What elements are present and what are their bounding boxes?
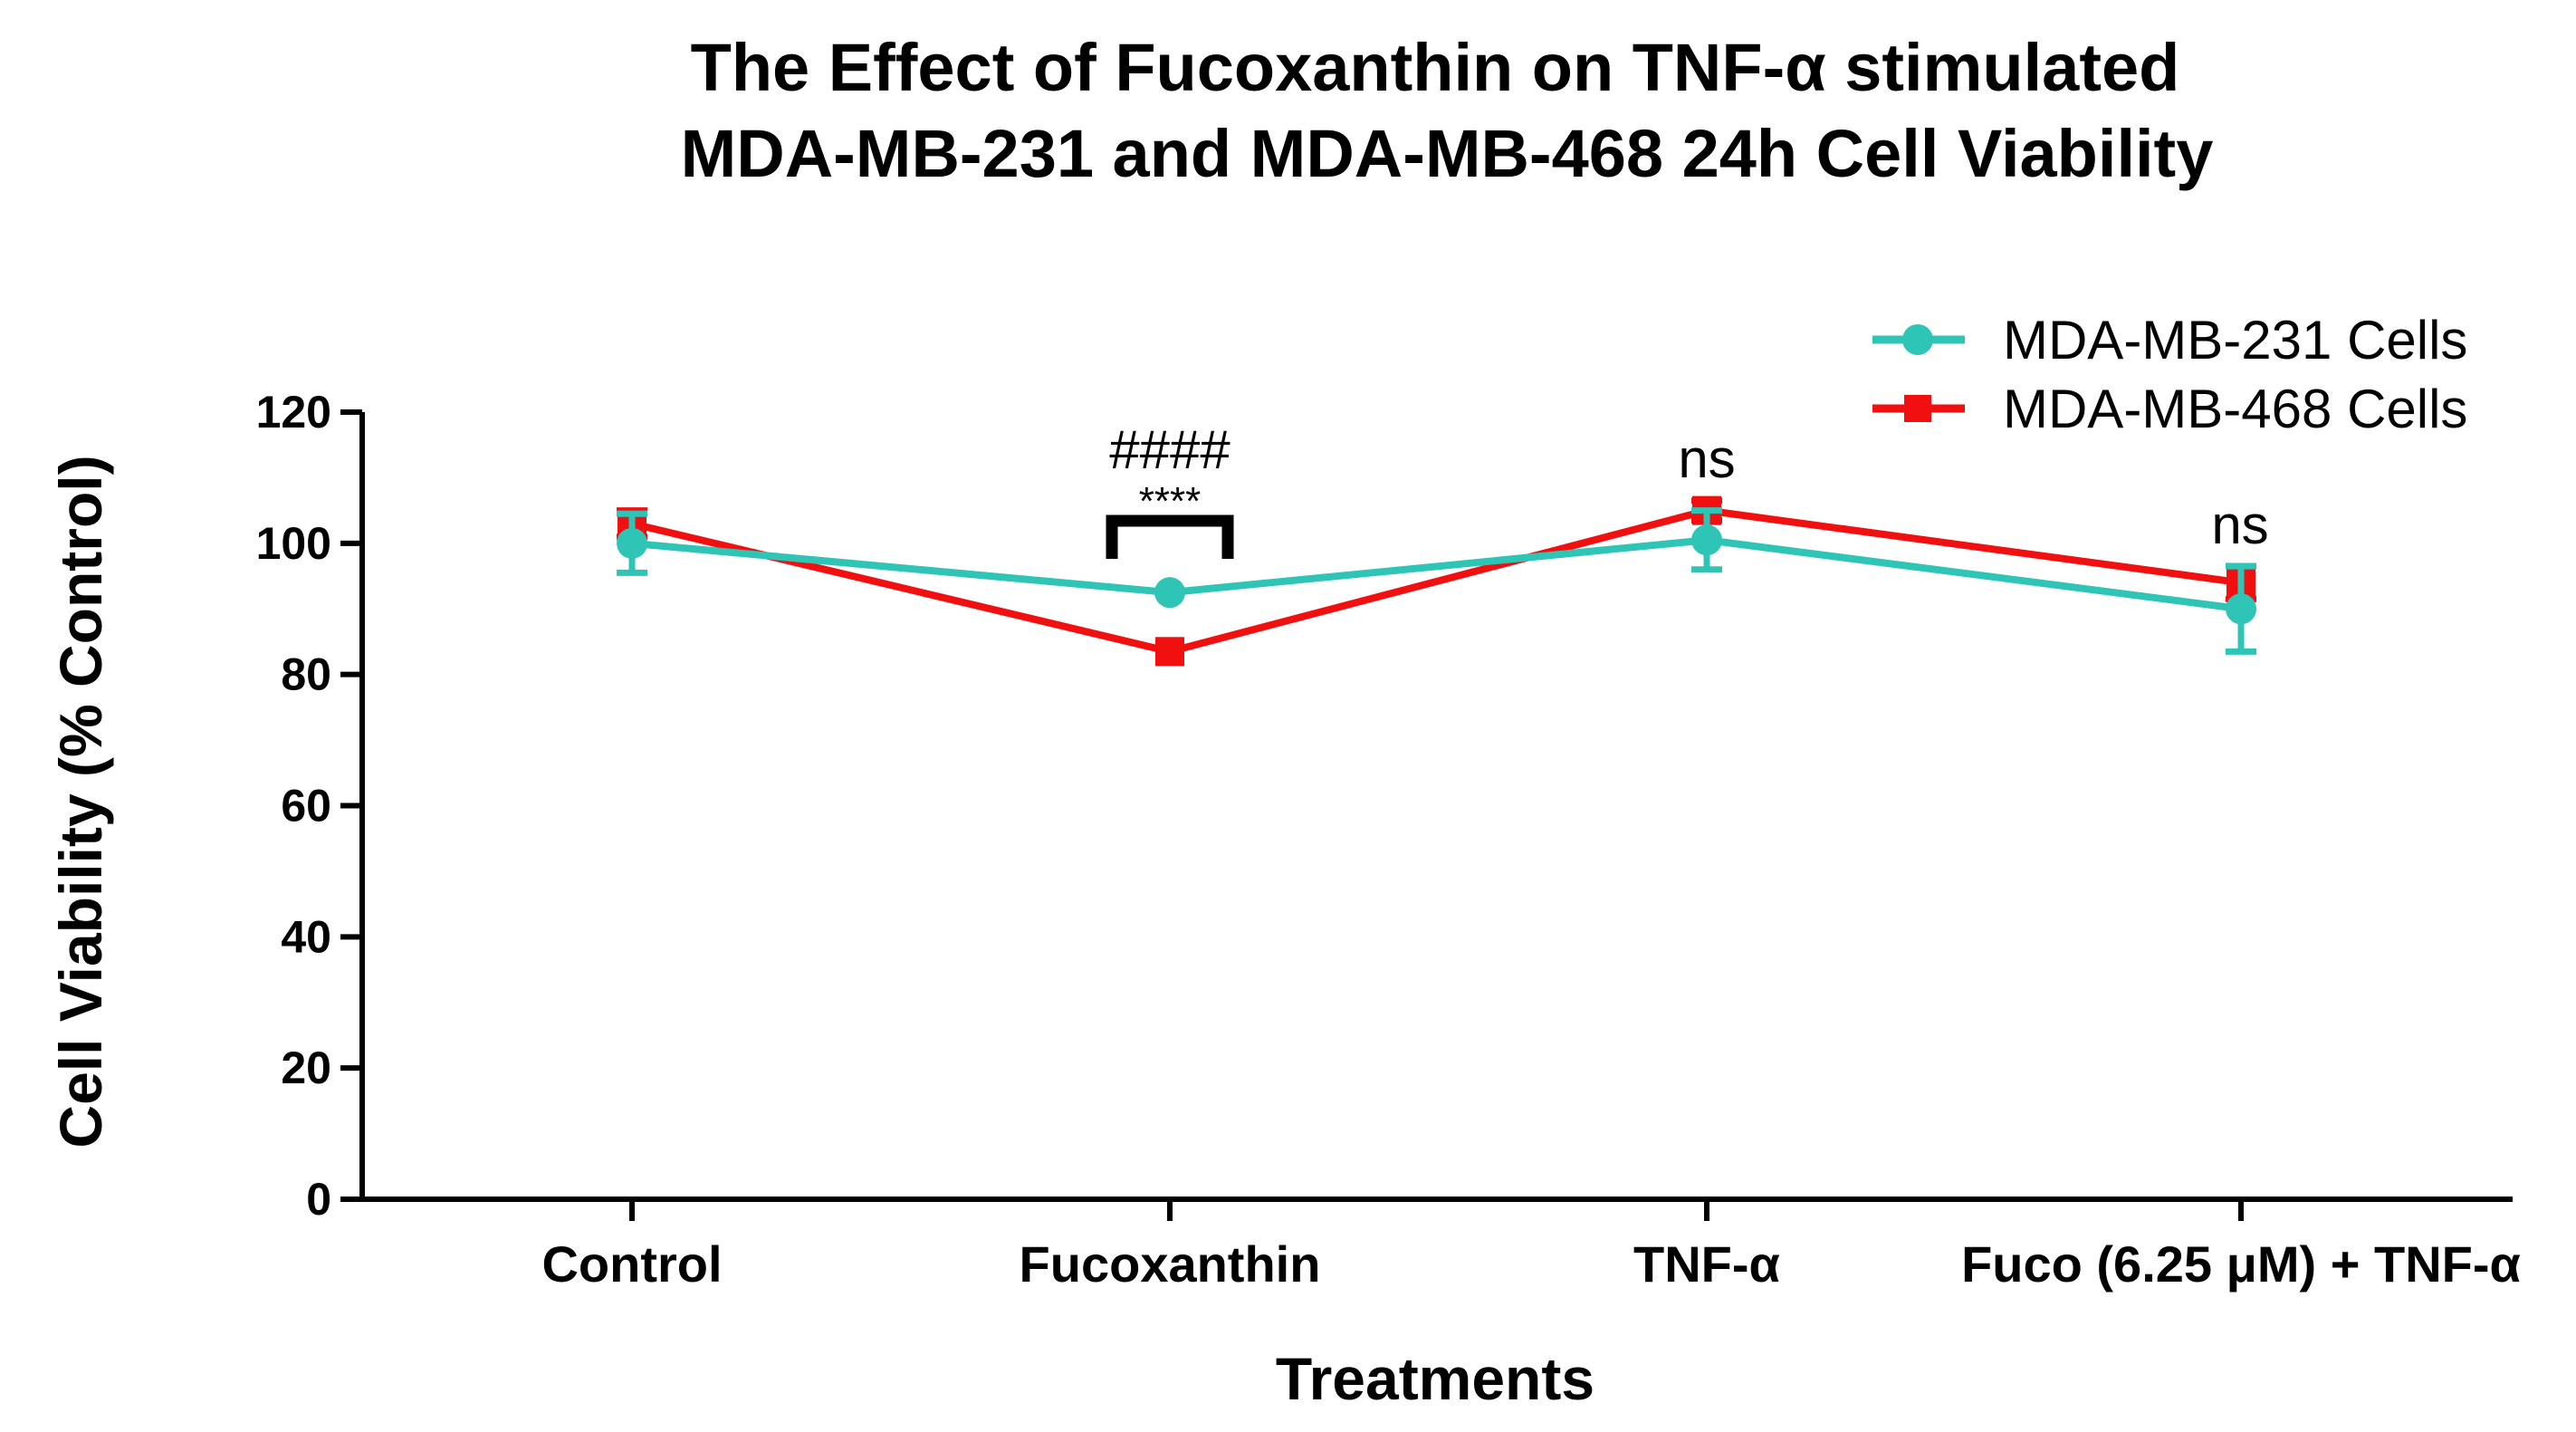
point-1-1 xyxy=(1155,637,1184,667)
chart-title-line-2: MDA-MB-231 and MDA-MB-468 24h Cell Viabi… xyxy=(681,116,2214,191)
point-0-1 xyxy=(1154,577,1185,609)
y-tick-label-40: 40 xyxy=(281,911,331,962)
series-layer xyxy=(617,495,2256,667)
legend-label-231: MDA-MB-231 Cells xyxy=(2003,310,2467,370)
point-0-0 xyxy=(617,527,647,559)
significance-bracket xyxy=(1106,514,1234,559)
x-tick-label-3: Fuco (6.25 μM) + TNF-α xyxy=(1961,1235,2521,1293)
y-tick-label-60: 60 xyxy=(281,781,331,831)
chart-title-line-1: The Effect of Fucoxanthin on TNF-α stimu… xyxy=(691,30,2180,105)
y-tick-label-100: 100 xyxy=(256,518,331,569)
stars-annotation: **** xyxy=(1139,479,1202,524)
series-0 xyxy=(617,507,2256,655)
point-0-3 xyxy=(2226,593,2256,625)
y-axis-title: Cell Viability (% Control) xyxy=(47,455,114,1148)
combo-ns-annotation: ns xyxy=(2211,495,2268,555)
legend-label-468: MDA-MB-468 Cells xyxy=(2003,379,2467,439)
x-tick-label-0: Control xyxy=(541,1235,722,1293)
series-line-0 xyxy=(631,536,2242,613)
x-axis-title: Treatments xyxy=(1276,1345,1594,1412)
legend: MDA-MB-231 Cells MDA-MB-468 Cells xyxy=(1872,310,2467,439)
y-ticks: 0 20 40 60 80 100 120 xyxy=(256,387,362,1225)
y-tick-label-0: 0 xyxy=(306,1174,331,1225)
y-tick-label-120: 120 xyxy=(256,387,331,437)
y-tick-label-80: 80 xyxy=(281,649,331,700)
x-ticks: Control Fucoxanthin TNF-α Fuco (6.25 μM) + … xyxy=(541,1199,2521,1293)
point-0-2 xyxy=(1691,524,1722,556)
x-tick-label-2: TNF-α xyxy=(1633,1235,1780,1293)
y-tick-label-20: 20 xyxy=(281,1043,331,1093)
legend-marker-231 xyxy=(1902,324,1933,355)
legend-marker-468 xyxy=(1904,395,1931,422)
x-tick-label-1: Fucoxanthin xyxy=(1020,1235,1321,1293)
tnf-ns-annotation: ns xyxy=(1678,428,1735,489)
series-line-1 xyxy=(631,506,2242,656)
hash-annotation: #### xyxy=(1109,419,1231,480)
